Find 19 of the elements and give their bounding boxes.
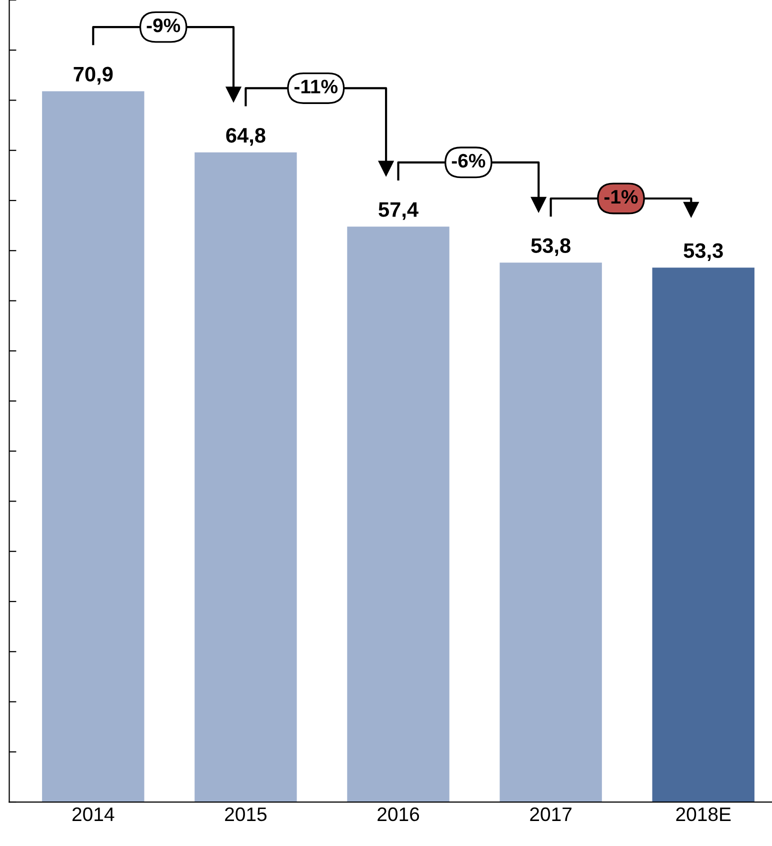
- data-label: 57,4: [378, 202, 418, 220]
- data-label: 70,9: [74, 66, 113, 85]
- data-label: 53,3: [684, 243, 723, 262]
- bar: [500, 262, 602, 802]
- bar: [194, 152, 297, 802]
- x-tick-label: 2014: [72, 807, 114, 822]
- annotation: -1%: [604, 190, 638, 204]
- data-label: 53,8: [531, 238, 570, 256]
- bar: [652, 268, 754, 802]
- annotation: -6%: [452, 154, 486, 168]
- x-tick-label: 2015: [225, 807, 267, 822]
- bar: [42, 91, 144, 802]
- bar: [347, 226, 450, 802]
- x-tick-label: 2016: [378, 807, 420, 822]
- x-tick-label: 2017: [530, 807, 572, 822]
- annotation: -11%: [294, 80, 338, 94]
- data-label: 64,8: [226, 128, 266, 146]
- x-tick-label: 2018E: [676, 807, 731, 822]
- annotation: -9%: [146, 18, 180, 32]
